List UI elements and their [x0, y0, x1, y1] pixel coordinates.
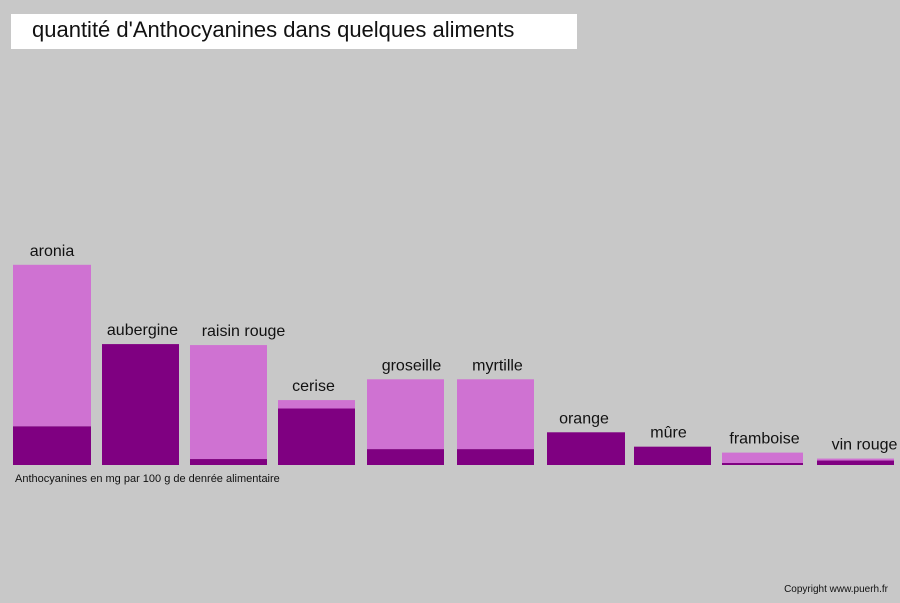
bar-label-framboise: framboise: [729, 431, 799, 448]
bar-label-mure: mûre: [650, 425, 687, 442]
bar-aronia-light: [13, 264, 91, 427]
bar-vin-rouge-light: [817, 458, 894, 461]
bar-mure-dark: [634, 446, 711, 465]
bar-myrtille-light: [457, 379, 534, 450]
bar-vin-rouge-dark: [817, 460, 894, 465]
bars-group: [13, 264, 894, 465]
bar-label-groseille: groseille: [382, 357, 442, 374]
bar-cerise-light: [278, 400, 355, 409]
bar-label-myrtille: myrtille: [472, 357, 523, 374]
bar-label-raisin-rouge: raisin rouge: [202, 323, 286, 340]
bar-framboise-light: [722, 452, 803, 464]
bar-framboise-dark: [722, 463, 803, 465]
bar-groseille-light: [367, 379, 444, 450]
bar-orange-dark: [547, 432, 625, 465]
chart-title: quantité d'Anthocyanines dans quelques a…: [32, 17, 515, 42]
bar-cerise-dark: [278, 408, 355, 465]
title-box: quantité d'Anthocyanines dans quelques a…: [11, 14, 577, 49]
bar-label-orange: orange: [559, 410, 609, 427]
bar-aronia-dark: [13, 426, 91, 465]
copyright-text: Copyright www.puerh.fr: [784, 584, 888, 595]
chart-caption: Anthocyanines en mg par 100 g de denrée …: [15, 473, 280, 485]
bar-raisin-rouge-light: [190, 345, 267, 460]
bar-label-cerise: cerise: [292, 378, 335, 395]
bar-raisin-rouge-dark: [190, 459, 267, 465]
bar-label-aubergine: aubergine: [107, 322, 178, 339]
bar-label-vin-rouge: vin rouge: [832, 437, 898, 454]
bar-label-aronia: aronia: [30, 243, 75, 260]
bar-labels-group: aronia aubergine raisin rouge cerise groseil…: [30, 243, 898, 454]
bar-myrtille-dark: [457, 449, 534, 465]
bar-aubergine-dark: [102, 344, 179, 465]
bar-groseille-dark: [367, 449, 444, 465]
